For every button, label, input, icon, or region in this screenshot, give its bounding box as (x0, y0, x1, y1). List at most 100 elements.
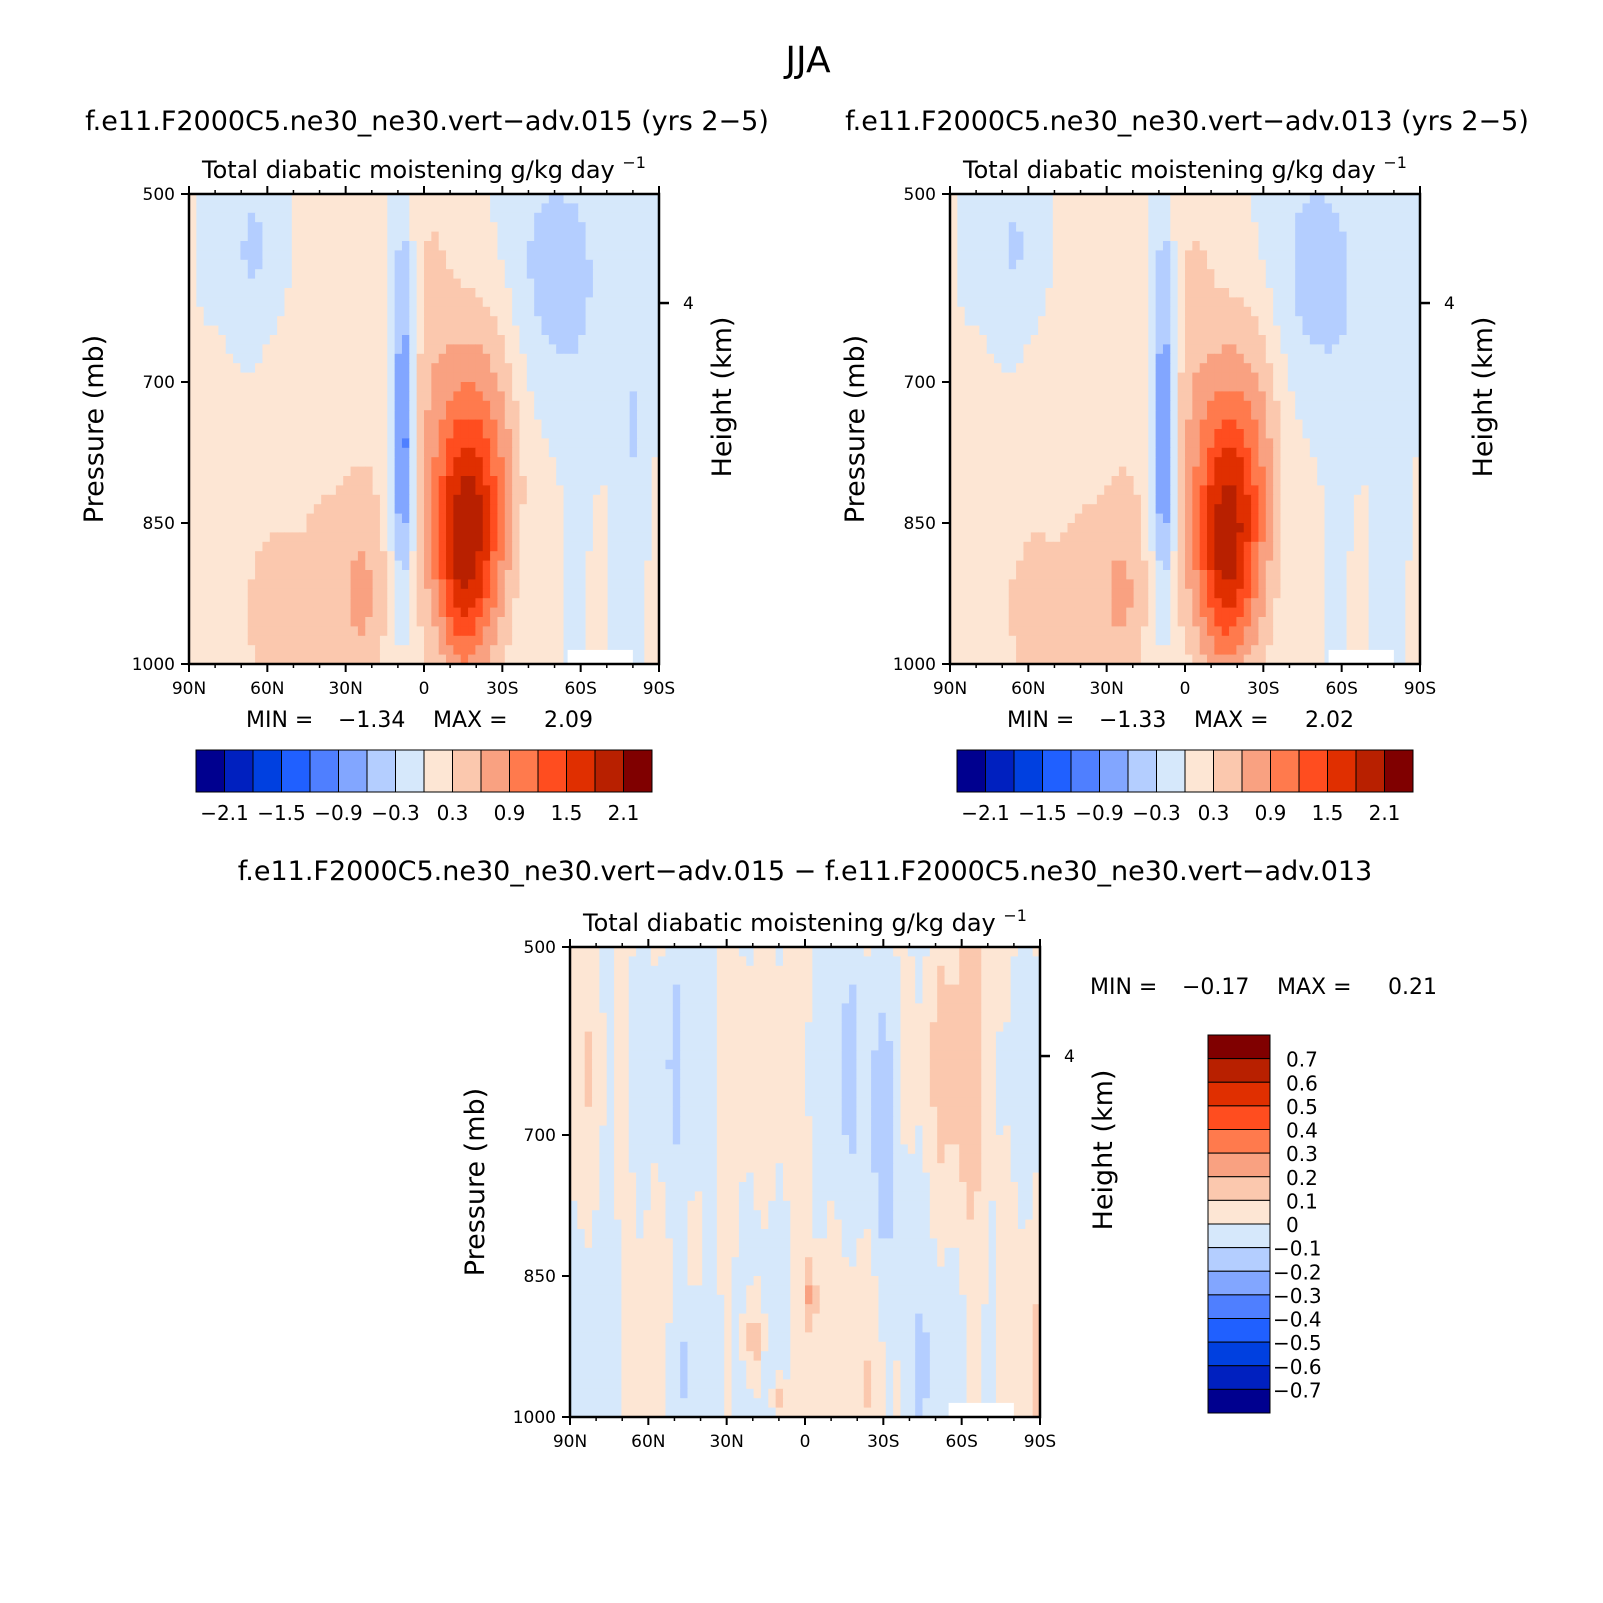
field-cell (519, 588, 528, 599)
field-cell (343, 241, 352, 251)
field-cell (416, 259, 425, 270)
field-cell (972, 410, 980, 421)
field-cell (592, 212, 601, 223)
field-cell (585, 325, 594, 336)
field-cell (401, 203, 410, 214)
field-cell (622, 344, 631, 355)
field-cell (585, 306, 594, 317)
field-cell (1317, 288, 1326, 298)
field-cell (534, 532, 543, 543)
field-cell (629, 278, 638, 289)
field-cell (446, 269, 454, 280)
field-cell (1016, 363, 1025, 374)
field-cell (255, 222, 264, 233)
field-cell (343, 269, 352, 280)
field-cell (1126, 250, 1135, 261)
field-cell (1207, 259, 1215, 270)
field-cell (1140, 241, 1149, 251)
field-cell (1280, 194, 1289, 204)
field-cell (240, 560, 249, 571)
field-cell (1339, 259, 1348, 270)
field-cell (1207, 316, 1215, 327)
field-cell (1096, 194, 1105, 204)
field-cell (541, 250, 550, 261)
field-cell (1273, 288, 1282, 298)
field-cell (519, 269, 528, 280)
field-cell (607, 241, 616, 251)
field-cell (512, 513, 521, 524)
field-cell (225, 400, 234, 411)
colorbar-swatch (594, 749, 624, 793)
field-cell (475, 523, 484, 533)
field-cell (541, 579, 550, 590)
field-cell (291, 335, 300, 345)
field-cell (497, 607, 506, 618)
field-cell (424, 494, 432, 505)
field-cell (365, 654, 374, 665)
field-cell (1236, 363, 1245, 374)
field-cell (313, 212, 322, 223)
field-cell (1074, 316, 1083, 327)
field-cell (1251, 372, 1260, 383)
field-cell (1331, 259, 1340, 270)
field-cell (585, 212, 594, 223)
field-cell (269, 429, 278, 439)
field-cell (460, 579, 469, 590)
field-cell (1295, 278, 1304, 289)
field-cell (1155, 344, 1164, 355)
field-cell (979, 194, 988, 204)
field-cell (1067, 419, 1076, 430)
field-cell (556, 325, 565, 336)
field-cell (343, 532, 352, 543)
field-cell (578, 494, 587, 505)
field-cell (299, 353, 308, 364)
field-cell (570, 419, 579, 430)
field-cell (394, 316, 403, 327)
field-cell (1229, 241, 1237, 251)
field-cell (409, 353, 418, 364)
field-cell (1170, 372, 1179, 383)
field-cell (1265, 429, 1274, 439)
field-cell (490, 617, 499, 627)
field-cell (1265, 241, 1274, 251)
field-cell (519, 617, 528, 627)
field-cell (240, 241, 249, 251)
field-cell (1368, 259, 1377, 270)
field-cell (306, 476, 315, 486)
field-cell (629, 457, 638, 468)
field-cell (401, 626, 410, 637)
field-cell (629, 363, 638, 374)
field-cell (1236, 269, 1245, 280)
field-cell (416, 316, 425, 327)
field-cell (284, 297, 293, 308)
field-cell (475, 457, 484, 468)
field-cell (277, 410, 286, 421)
field-cell (526, 194, 535, 204)
field-cell (372, 335, 381, 345)
field-cell (972, 259, 980, 270)
field-cell (986, 203, 995, 214)
field-cell (585, 551, 594, 562)
field-cell (1089, 250, 1098, 261)
field-cell (490, 344, 499, 355)
field-cell (563, 485, 572, 496)
field-cell (424, 297, 432, 308)
field-cell (651, 607, 660, 618)
field-cell (453, 617, 462, 627)
field-cell (357, 250, 366, 261)
field-cell (1008, 391, 1017, 402)
field-cell (233, 325, 241, 336)
field-cell (409, 560, 418, 571)
field-cell (644, 541, 653, 552)
field-cell (189, 335, 197, 345)
field-cell (979, 391, 988, 402)
field-cell (1346, 382, 1355, 392)
field-cell (203, 523, 212, 533)
field-cell (1390, 400, 1399, 411)
field-cell (1148, 250, 1157, 261)
field-cell (328, 382, 337, 392)
field-cell (269, 212, 278, 223)
field-cell (218, 457, 227, 468)
field-cell (526, 457, 535, 468)
field-cell (416, 457, 425, 468)
